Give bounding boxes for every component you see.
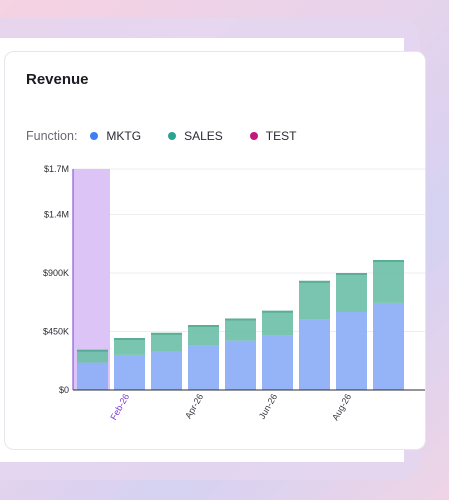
x-tick-label: Aug-26 (330, 392, 353, 422)
bar-cap (336, 273, 367, 275)
bar-cap (299, 280, 330, 283)
legend-label-sales: SALES (184, 129, 223, 143)
bar-segment-mktg (262, 335, 293, 390)
y-tick-label: $1.4M (44, 210, 69, 220)
bar-segment-mktg (299, 319, 330, 390)
bar-segment-mktg (151, 351, 182, 390)
bar-segment-sales (77, 349, 108, 363)
revenue-card: Revenue Function: MKTG SALES TEST $0 $450… (4, 51, 426, 450)
bar-segment-sales (151, 332, 182, 351)
x-tick-label: Feb-26 (108, 392, 131, 422)
bar-segment-sales (225, 318, 256, 341)
dashboard-frame: Revenue Function: MKTG SALES TEST $0 $450… (0, 38, 426, 462)
y-tick-label: $1.7M (44, 164, 69, 174)
bar-cap (151, 332, 182, 335)
legend-item-test[interactable]: TEST (249, 129, 297, 143)
bar-segment-mktg (336, 312, 367, 390)
bar-cap (77, 349, 108, 352)
bar-segment-sales (299, 280, 330, 320)
bar-cap (262, 310, 293, 313)
x-tick-label: Jun-26 (257, 392, 279, 421)
bar-cap (114, 338, 145, 340)
revenue-chart: $0 $450K $900K $1.4M $1.7M Feb-26 Apr-26 Jun-26… (43, 164, 425, 422)
legend-item-sales[interactable]: SALES (168, 129, 223, 143)
bar-segment-mktg (373, 302, 404, 390)
legend: Function: MKTG SALES TEST (26, 129, 323, 143)
card-title: Revenue (26, 71, 89, 88)
bar-segment-sales (114, 338, 145, 355)
legend-item-mktg[interactable]: MKTG (90, 129, 141, 143)
bar-segment-mktg (114, 354, 145, 390)
legend-label-test: TEST (265, 129, 297, 143)
bar-cap (373, 260, 404, 262)
bar-segment-sales (373, 260, 404, 303)
y-tick-label: $900K (43, 268, 69, 278)
x-tick-label: Apr-26 (183, 392, 205, 420)
y-tick-label: $0 (59, 385, 69, 395)
bar-segment-sales (262, 310, 293, 336)
legend-dot-sales (168, 132, 177, 140)
legend-dot-mktg (90, 132, 99, 140)
bar-segment-mktg (77, 362, 108, 390)
bar-segment-mktg (225, 340, 256, 390)
bar-cap (225, 318, 256, 321)
bar-segment-mktg (188, 345, 219, 390)
bar-segment-sales (188, 325, 219, 346)
bar-segment-sales (336, 273, 367, 312)
bar-cap (188, 325, 219, 327)
legend-label-mktg: MKTG (106, 129, 142, 143)
legend-dot-test (249, 132, 258, 140)
legend-title: Function: (26, 129, 78, 143)
y-tick-label: $450K (43, 327, 69, 337)
